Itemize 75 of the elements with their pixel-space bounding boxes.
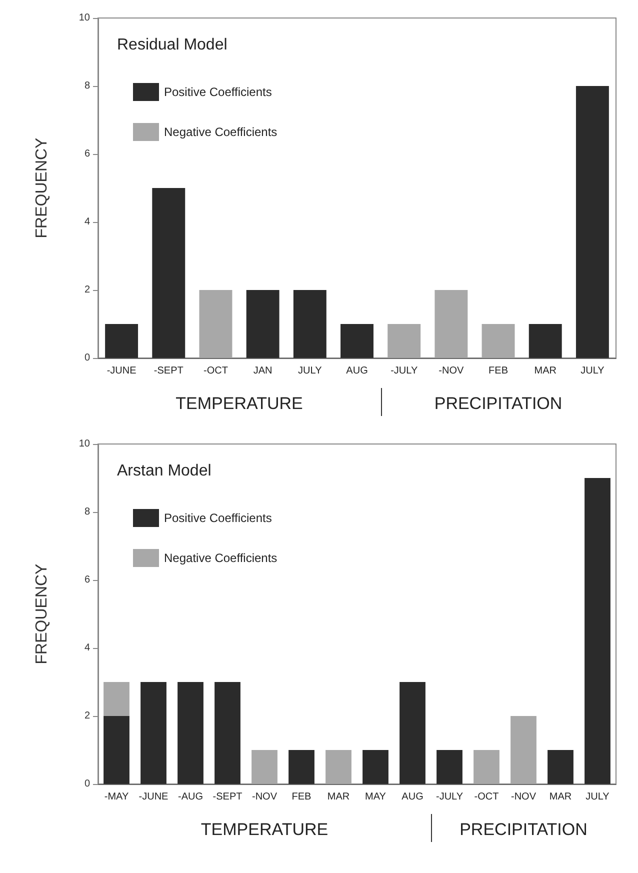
- x-tick-label: MAY: [365, 792, 386, 802]
- text: TEMPERATURE: [200, 820, 328, 840]
- x-tick-label: JULY: [586, 792, 610, 802]
- x-tick-label: MAR: [327, 792, 350, 802]
- bar: [528, 324, 562, 358]
- y-tick-label: 10: [78, 438, 90, 450]
- x-tick-label: -OCT: [474, 792, 499, 802]
- bar: [436, 750, 462, 784]
- text: PRECIPITATION: [434, 394, 562, 414]
- bar: [104, 716, 130, 784]
- legend-label: Positive Coefficients: [164, 511, 272, 525]
- legend-label: Positive Coefficients: [164, 85, 272, 99]
- x-tick-label: -JUNE: [106, 366, 137, 376]
- bar: [246, 290, 280, 358]
- bar: [388, 324, 421, 358]
- text: Arstan Model: [117, 462, 212, 480]
- legend-label: Negative Coefficients: [164, 125, 278, 139]
- bar: [140, 682, 166, 784]
- y-tick-label: 8: [84, 80, 90, 92]
- x-tick-label: -JULY: [436, 792, 464, 802]
- x-tick-label: JAN: [253, 366, 272, 376]
- bar: [434, 290, 468, 358]
- x-tick-label: -SEPT: [154, 366, 184, 376]
- x-tick-label: MAR: [534, 366, 556, 376]
- text: PRECIPITATION: [460, 820, 588, 840]
- bar: [400, 682, 426, 784]
- x-tick-label: AUG: [402, 792, 424, 802]
- bar: [152, 188, 186, 358]
- y-tick-label: 6: [84, 574, 90, 586]
- x-tick-label: -SEPT: [212, 792, 242, 802]
- y-axis-title: FREQUENCY: [34, 137, 50, 238]
- x-tick-label: JULY: [580, 366, 605, 376]
- x-tick-label: -OCT: [204, 366, 228, 376]
- y-tick-label: 10: [78, 12, 90, 24]
- bar: [340, 324, 374, 358]
- bar: [252, 750, 278, 784]
- bar: [326, 750, 352, 784]
- legend-label: Negative Coefficients: [164, 551, 278, 565]
- bar: [548, 750, 574, 784]
- x-tick-label: -NOV: [252, 792, 278, 802]
- x-tick-label: -NOV: [511, 792, 536, 802]
- text: Residual Model: [117, 36, 228, 54]
- y-tick-label: 2: [84, 284, 90, 296]
- bar: [105, 324, 138, 358]
- y-tick-label: 0: [84, 352, 90, 364]
- x-tick-label: -NOV: [438, 366, 464, 376]
- x-tick-label: -JUNE: [138, 792, 169, 802]
- bar: [474, 750, 500, 784]
- bar: [178, 682, 204, 784]
- bar: [293, 290, 326, 358]
- x-tick-label: JULY: [298, 366, 322, 376]
- bar: [362, 750, 388, 784]
- y-tick-label: 0: [84, 778, 90, 790]
- y-tick-label: 4: [84, 642, 90, 654]
- bar: [482, 324, 515, 358]
- bar: [214, 682, 240, 784]
- text: TEMPERATURE: [176, 394, 303, 414]
- y-tick-label: 2: [84, 710, 90, 722]
- x-tick-label: -JULY: [390, 366, 418, 376]
- y-tick-label: 4: [84, 216, 90, 228]
- bar: [510, 716, 536, 784]
- bar: [104, 682, 130, 716]
- x-tick-label: MAR: [549, 792, 572, 802]
- bar: [576, 86, 609, 358]
- bar: [288, 750, 314, 784]
- x-tick-label: -MAY: [104, 792, 129, 802]
- x-tick-label: AUG: [346, 366, 368, 376]
- y-axis-title: FREQUENCY: [34, 563, 50, 664]
- y-tick-label: 6: [84, 148, 90, 160]
- x-tick-label: FEB: [292, 792, 312, 802]
- y-tick-label: 8: [84, 506, 90, 518]
- bar: [584, 478, 610, 784]
- x-tick-label: FEB: [488, 366, 508, 376]
- bar: [199, 290, 232, 358]
- x-tick-label: -AUG: [178, 792, 204, 802]
